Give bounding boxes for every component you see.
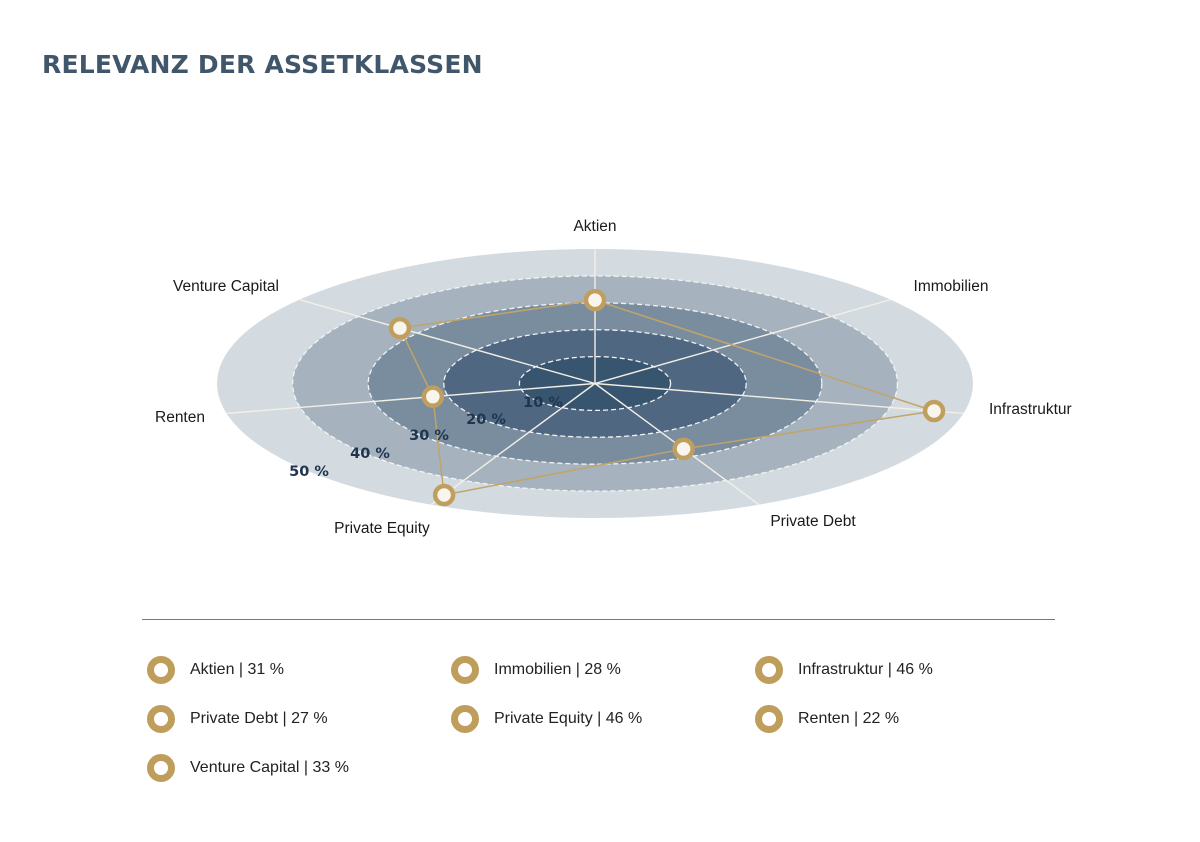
legend-marker-icon xyxy=(451,705,479,733)
axis-label-group: Aktien Immobilien Infrastruktur Private Deb… xyxy=(155,218,1072,537)
data-point-venture-capital[interactable] xyxy=(388,316,412,340)
axis-label-immobilien: Immobilien xyxy=(914,278,989,295)
legend-marker-icon xyxy=(147,754,175,782)
legend-label: Aktien | 31 % xyxy=(190,661,284,678)
legend-marker-icon xyxy=(451,656,479,684)
data-point-renten[interactable] xyxy=(421,385,445,408)
tick-label-40: 40 % xyxy=(350,446,390,462)
legend-marker-icon xyxy=(755,705,783,733)
legend-marker-icon xyxy=(147,656,175,684)
spoke-infrastruktur xyxy=(594,382,964,415)
radar-chart: 10 % 20 % 30 % 40 % 50 % Aktien Immobilien Inf… xyxy=(155,218,1072,537)
spoke-renten xyxy=(226,382,596,415)
legend-item-private-debt[interactable]: Private Debt | 27 % xyxy=(147,704,328,734)
legend-label: Infrastruktur | 46 % xyxy=(798,661,933,678)
data-point-private-equity[interactable] xyxy=(432,483,456,507)
tick-label-10: 10 % xyxy=(523,395,563,411)
legend-divider xyxy=(142,619,1055,620)
legend-item-aktien[interactable]: Aktien | 31 % xyxy=(147,655,284,685)
spoke-group xyxy=(226,249,964,506)
tick-label-30: 30 % xyxy=(409,428,449,444)
data-point-private-debt[interactable] xyxy=(672,437,695,461)
legend-marker-icon xyxy=(147,705,175,733)
axis-label-aktien: Aktien xyxy=(573,218,616,235)
legend-label: Private Debt | 27 % xyxy=(190,710,328,727)
data-point-aktien[interactable] xyxy=(583,288,607,312)
axis-label-private-debt: Private Debt xyxy=(770,513,856,530)
legend-marker-icon xyxy=(755,656,783,684)
axis-label-infrastruktur: Infrastruktur xyxy=(989,401,1072,418)
legend-label: Private Equity | 46 % xyxy=(494,710,643,727)
legend-label: Immobilien | 28 % xyxy=(494,661,621,678)
tick-label-20: 20 % xyxy=(466,412,506,428)
series-group xyxy=(388,288,946,507)
legend-item-infrastruktur[interactable]: Infrastruktur | 46 % xyxy=(755,655,933,685)
axis-label-renten: Renten xyxy=(155,409,205,426)
legend-item-immobilien[interactable]: Immobilien | 28 % xyxy=(451,655,621,685)
legend-item-private-equity[interactable]: Private Equity | 46 % xyxy=(451,704,642,734)
spoke-venture-capital xyxy=(299,298,596,385)
tick-label-group: 10 % 20 % 30 % 40 % 50 % xyxy=(289,395,563,480)
data-point-infrastruktur[interactable] xyxy=(922,399,946,423)
legend-item-venture-capital[interactable]: Venture Capital | 33 % xyxy=(147,753,349,783)
tick-label-50: 50 % xyxy=(289,464,329,480)
legend-label: Renten | 22 % xyxy=(798,710,900,727)
legend-item-renten[interactable]: Renten | 22 % xyxy=(755,704,899,734)
page-title: RELEVANZ DER ASSETKLASSEN xyxy=(42,50,483,79)
axis-label-venture-capital: Venture Capital xyxy=(173,278,279,295)
axis-label-private-equity: Private Equity xyxy=(334,520,430,537)
spoke-private-equity xyxy=(430,382,596,506)
spoke-immobilien xyxy=(594,298,891,385)
legend-label: Venture Capital | 33 % xyxy=(190,759,349,776)
